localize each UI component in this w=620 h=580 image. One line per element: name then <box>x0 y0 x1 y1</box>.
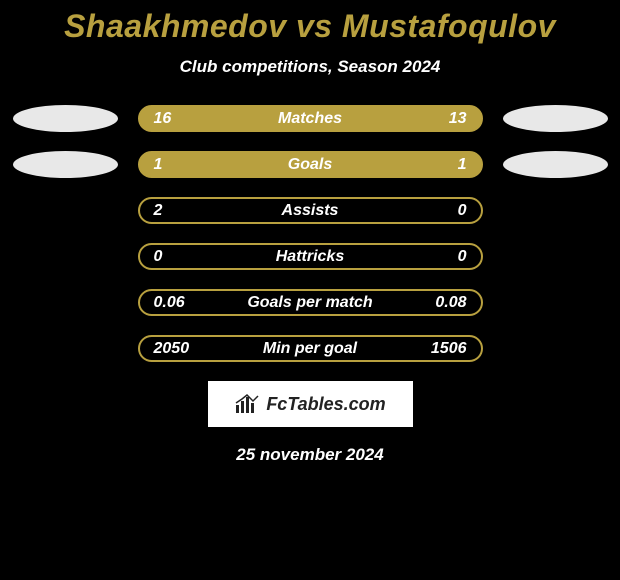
stat-value-left: 0.06 <box>154 294 204 312</box>
stat-value-left: 16 <box>154 110 204 128</box>
comparison-card: Shaakhmedov vs Mustafoqulov Club competi… <box>0 0 620 465</box>
stat-label: Min per goal <box>204 340 417 358</box>
stat-label: Goals <box>204 156 417 174</box>
stat-value-left: 1 <box>154 156 204 174</box>
stat-bar: 1Goals1 <box>138 151 483 178</box>
stat-bar: 2050Min per goal1506 <box>138 335 483 362</box>
stat-row: 16Matches13 <box>0 105 620 132</box>
stat-row: 2Assists0 <box>0 197 620 224</box>
stat-bar: 16Matches13 <box>138 105 483 132</box>
stat-value-right: 13 <box>417 110 467 128</box>
stat-value-right: 0 <box>417 202 467 220</box>
stat-label: Hattricks <box>204 248 417 266</box>
player-right-marker <box>503 151 608 178</box>
stat-row: 0.06Goals per match0.08 <box>0 289 620 316</box>
stat-bar: 0Hattricks0 <box>138 243 483 270</box>
chart-icon <box>234 393 260 415</box>
stats-list: 16Matches131Goals12Assists00Hattricks00.… <box>0 105 620 362</box>
stat-row: 0Hattricks0 <box>0 243 620 270</box>
footer-date: 25 november 2024 <box>0 445 620 465</box>
stat-row: 2050Min per goal1506 <box>0 335 620 362</box>
player-left-marker <box>13 151 118 178</box>
page-title: Shaakhmedov vs Mustafoqulov <box>0 8 620 45</box>
player-right-marker <box>503 105 608 132</box>
stat-value-right: 1506 <box>417 340 467 358</box>
stat-row: 1Goals1 <box>0 151 620 178</box>
stat-label: Assists <box>204 202 417 220</box>
stat-value-left: 2050 <box>154 340 204 358</box>
subtitle: Club competitions, Season 2024 <box>0 57 620 77</box>
stat-value-right: 1 <box>417 156 467 174</box>
stat-bar: 2Assists0 <box>138 197 483 224</box>
stat-value-right: 0.08 <box>417 294 467 312</box>
stat-value-right: 0 <box>417 248 467 266</box>
stat-bar: 0.06Goals per match0.08 <box>138 289 483 316</box>
logo-box: FcTables.com <box>208 381 413 427</box>
stat-value-left: 2 <box>154 202 204 220</box>
player-left-marker <box>13 105 118 132</box>
stat-label: Matches <box>204 110 417 128</box>
logo-text: FcTables.com <box>266 394 385 415</box>
stat-label: Goals per match <box>204 294 417 312</box>
stat-value-left: 0 <box>154 248 204 266</box>
